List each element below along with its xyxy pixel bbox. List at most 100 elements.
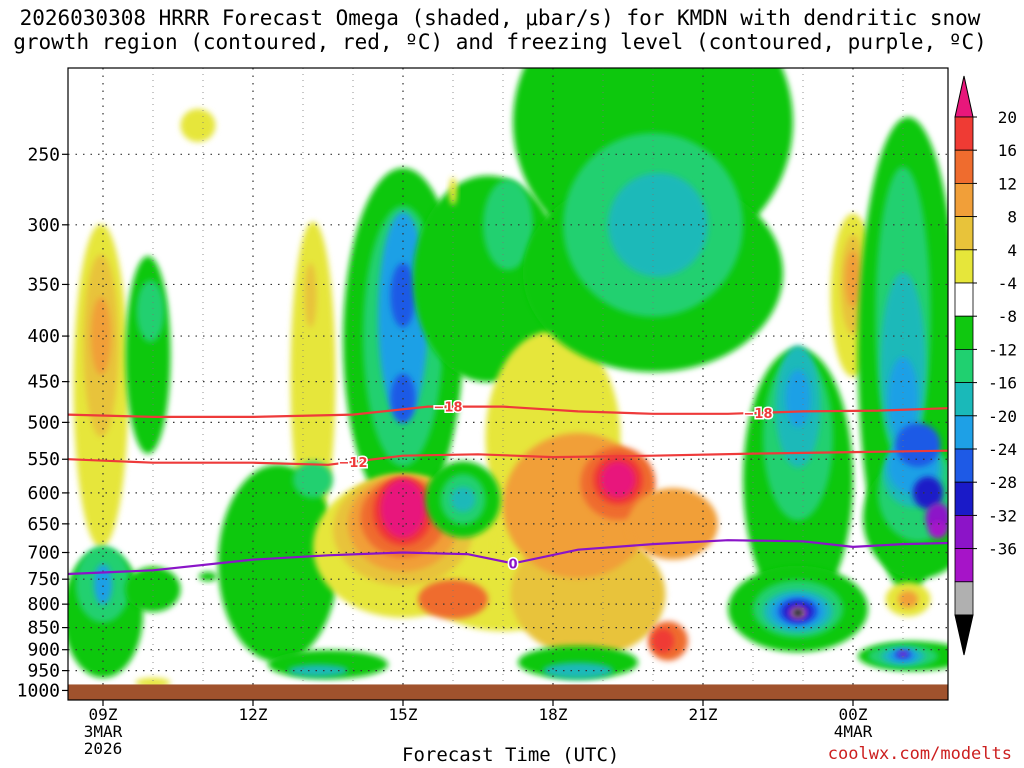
colorbar: 20 16 12 8 4 -4 -8 -12 -16 -20 -24 -28 -32 -36 (954, 75, 1017, 656)
omega-blob (652, 628, 674, 654)
colorbar-label: -8 (998, 307, 1017, 326)
y-axis: 2503003504004505005506006507007508008509… (17, 144, 68, 701)
colorbar-label: -16 (988, 374, 1017, 393)
omega-blob (136, 280, 165, 343)
colorbar-label: 8 (1007, 208, 1017, 227)
colorbar-label: 12 (998, 174, 1017, 193)
omega-blob (293, 461, 333, 499)
contour-line (67, 449, 949, 466)
omega-blob (898, 651, 908, 657)
x-tick-label: 18Z (539, 705, 568, 724)
colorbar-segment (954, 548, 974, 583)
y-tick-label: 400 (27, 326, 60, 347)
omega-blob (895, 422, 941, 467)
contour-line (67, 539, 949, 576)
colorbar-label: -28 (988, 473, 1017, 492)
y-tick-label: 650 (27, 514, 60, 535)
colorbar-segment (954, 282, 974, 317)
colorbar-bottom-arrow (954, 614, 974, 656)
y-tick-label: 350 (27, 274, 60, 295)
colorbar-segment (954, 116, 974, 151)
colorbar-label: 16 (998, 141, 1017, 160)
x-tick-label: 00Z (839, 705, 868, 724)
omega-blob (913, 476, 943, 510)
x-tick-date: 4MAR (834, 722, 873, 741)
y-tick-label: 500 (27, 412, 60, 433)
colorbar-label: -20 (988, 407, 1017, 426)
contour-label: −18 (434, 401, 463, 416)
omega-blob (94, 563, 112, 605)
x-tick-label: 09Z (89, 705, 118, 724)
y-tick-label: 450 (27, 372, 60, 393)
x-axis-label: Forecast Time (UTC) (402, 744, 620, 766)
colorbar-label: -32 (988, 506, 1017, 525)
omega-blob (91, 297, 111, 375)
omega-blob (600, 461, 636, 499)
colorbar-segment (954, 216, 974, 251)
y-tick-label: 950 (27, 661, 60, 682)
omega-blob (785, 369, 811, 428)
omega-blob (199, 571, 217, 582)
title-line-2: growth region (contoured, red, ºC) and f… (13, 30, 987, 54)
y-tick-label: 750 (27, 569, 60, 590)
omega-blob (608, 172, 708, 277)
colorbar-label: -36 (988, 540, 1017, 559)
colorbar-top-arrow (954, 75, 974, 118)
colorbar-segment (954, 515, 974, 550)
y-tick-label: 800 (27, 594, 60, 615)
omega-blob (628, 488, 718, 560)
colorbar-segment (954, 249, 974, 284)
omega-blob (929, 520, 947, 539)
colorbar-segment (954, 481, 974, 516)
colorbar-label: -12 (988, 340, 1017, 359)
y-tick-label: 850 (27, 618, 60, 639)
omega-blob (449, 177, 457, 206)
contour-label: 0 (508, 557, 517, 572)
omega-blob (898, 590, 918, 608)
omega-blob (390, 263, 416, 328)
omega-blob (125, 566, 181, 612)
y-tick-label: 250 (27, 144, 60, 165)
y-tick-label: 900 (27, 640, 60, 661)
omega-field (68, 68, 948, 688)
y-tick-label: 300 (27, 215, 60, 236)
y-tick-label: 600 (27, 483, 60, 504)
watermark: coolwx.com/modelts (827, 744, 1012, 764)
x-tick-date: 3MAR (84, 722, 123, 741)
omega-blob (180, 108, 216, 143)
y-tick-label: 1000 (17, 680, 60, 701)
colorbar-label: -4 (998, 274, 1017, 293)
temperature-contours: −18 −18 −12 0 (67, 399, 949, 576)
colorbar-segment (954, 415, 974, 450)
omega-blob (304, 263, 317, 328)
chart-title: 2026030308 HRRR Forecast Omega (shaded, … (0, 6, 1000, 54)
colorbar-segment (954, 315, 974, 350)
omega-blob (450, 486, 476, 512)
y-tick-label: 550 (27, 449, 60, 470)
colorbar-label: -24 (988, 440, 1017, 459)
x-tick-label: 21Z (689, 705, 718, 724)
x-tick-label: 12Z (239, 705, 268, 724)
ground-layer (68, 684, 948, 700)
omega-blob (483, 179, 533, 271)
ground-fill (68, 684, 948, 700)
colorbar-label: 4 (1007, 241, 1017, 260)
grid-lines (68, 68, 948, 700)
omega-blob (793, 609, 803, 617)
colorbar-segment (954, 348, 974, 383)
title-line-1: 2026030308 HRRR Forecast Omega (shaded, … (19, 6, 981, 30)
y-tick-label: 700 (27, 543, 60, 564)
colorbar-segment (954, 448, 974, 483)
contour-line (67, 405, 949, 418)
contour-label: −12 (339, 456, 368, 471)
omega-blob (288, 664, 348, 677)
omega-blob (290, 221, 336, 533)
omega-blob (418, 579, 488, 619)
plot-frame (67, 67, 949, 701)
colorbar-segment (954, 581, 974, 616)
colorbar-segment (954, 149, 974, 184)
contour-label: −18 (744, 407, 773, 422)
colorbar-segment (954, 182, 974, 217)
